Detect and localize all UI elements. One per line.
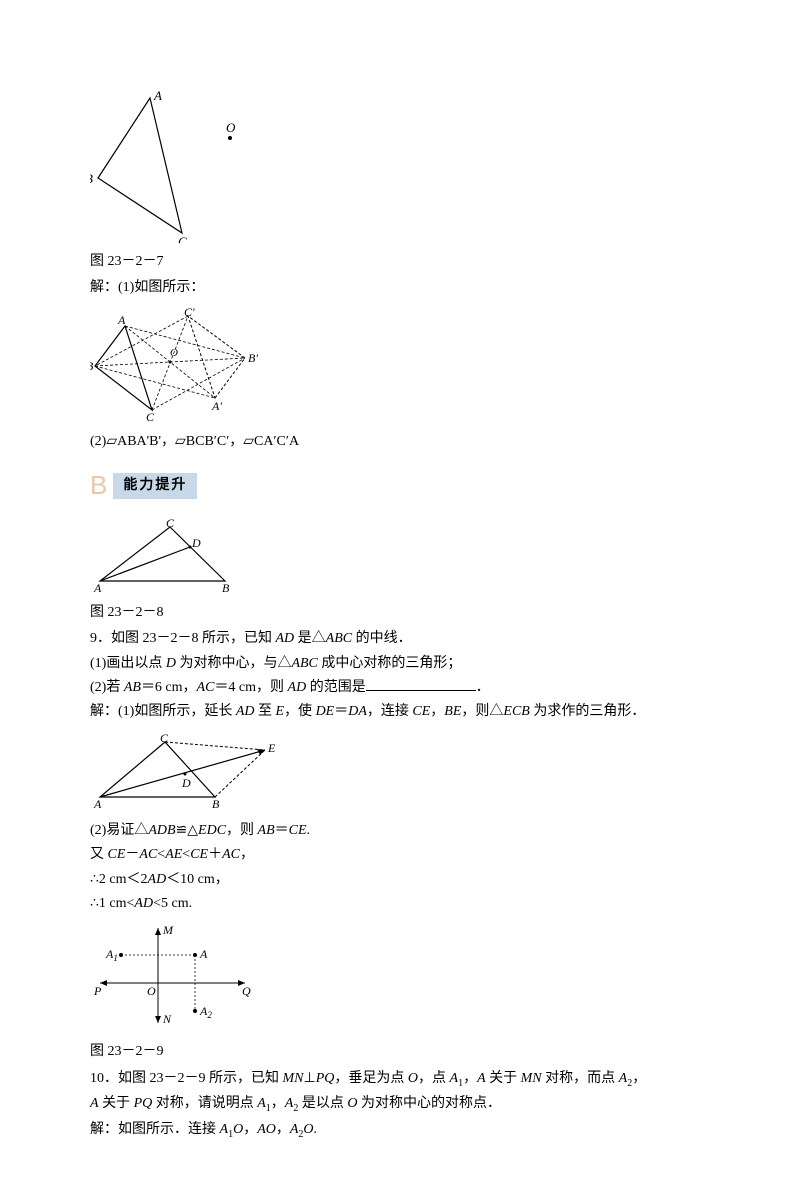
label-M: M bbox=[162, 923, 174, 937]
figure-23-2-7: A B C O bbox=[90, 88, 710, 243]
q10-sol: 解：如图所示．连接 A1O，AO，A2O. bbox=[90, 1119, 710, 1143]
caption-23-2-7: 图 23－2－7 bbox=[90, 251, 710, 273]
label-N: N bbox=[162, 1012, 172, 1026]
q10-line2: A 关于 PQ 对称，请说明点 A1，A2 是以点 O 为对称中心的对称点． bbox=[90, 1093, 710, 1117]
banner-text: 能力提升 bbox=[113, 473, 197, 499]
label-Bp: B' bbox=[248, 351, 258, 365]
q9-p1: (1)画出以点 D 为对称中心，与△ABC 成中心对称的三角形； bbox=[90, 653, 710, 675]
label-A1: A1 bbox=[105, 947, 118, 963]
banner-b-icon: B bbox=[90, 465, 107, 507]
q9-sol2-l3: ∴2 cm＜2AD＜10 cm， bbox=[90, 869, 710, 891]
label-Cp: C' bbox=[184, 308, 195, 319]
label-A: A bbox=[153, 88, 162, 103]
solution-1-part2: (2)▱ABA'B'，▱BCB′C′，▱CA′C′A bbox=[90, 431, 710, 453]
q10-stem1: 如图 23－2－9 所示，已知 MN⊥PQ，垂足为点 O，点 A1，A 关于 M… bbox=[118, 1071, 646, 1086]
q10-line1: 10．如图 23－2－9 所示，已知 MN⊥PQ，垂足为点 O，点 A1，A 关… bbox=[90, 1068, 710, 1092]
label-Ap: A' bbox=[211, 399, 222, 413]
label-B: B bbox=[90, 171, 93, 186]
figure-rotated-triangle: A B C A' B' C' O bbox=[90, 308, 710, 423]
figure-23-2-9: M N P Q O A A1 A2 bbox=[90, 923, 710, 1033]
caption-23-2-9: 图 23－2－9 bbox=[90, 1041, 710, 1063]
q9-p2: (2)若 AB＝6 cm，AC＝4 cm，则 AD 的范围是 ． bbox=[90, 677, 710, 699]
q9-text: 如图 23－2－8 所示，已知 AD 是△ABC 的中线． bbox=[111, 631, 412, 646]
ability-banner: B 能力提升 bbox=[90, 465, 710, 507]
label-O: O bbox=[170, 347, 178, 359]
q9-sol2-l4: ∴1 cm<AD<5 cm. bbox=[90, 893, 710, 915]
caption-23-2-8: 图 23－2－8 bbox=[90, 602, 710, 624]
q9-p2-post: ． bbox=[476, 680, 490, 695]
label-A2: A2 bbox=[199, 1004, 212, 1020]
label-O: O bbox=[226, 120, 236, 135]
blank-fill[interactable] bbox=[366, 677, 476, 691]
q9-sol2-l1: (2)易证△ADB≌△EDC，则 AB＝CE. bbox=[90, 820, 710, 842]
label-B: B bbox=[90, 359, 94, 373]
label-O: O bbox=[147, 984, 156, 998]
label-E: E bbox=[267, 741, 276, 755]
label-D: D bbox=[181, 776, 191, 790]
q9-sol2-l2: 又 CE－AC<AE<CE＋AC， bbox=[90, 844, 710, 866]
q9-sol-intro: 解：(1)如图所示，延长 AD 至 E，使 DE＝DA，连接 CE，BE，则△E… bbox=[90, 701, 710, 723]
label-B: B bbox=[222, 581, 230, 594]
label-C: C bbox=[146, 410, 155, 423]
label-A: A bbox=[117, 313, 126, 327]
label-D: D bbox=[191, 536, 201, 550]
q9-stem: 9．如图 23－2－8 所示，已知 AD 是△ABC 的中线． bbox=[90, 628, 710, 650]
label-C: C bbox=[160, 732, 169, 745]
q9-p2-pre: (2)若 AB＝6 cm，AC＝4 cm，则 AD 的范围是 bbox=[90, 680, 366, 695]
label-P: P bbox=[93, 984, 102, 998]
label-B: B bbox=[212, 797, 220, 811]
label-A: A bbox=[93, 797, 102, 811]
figure-23-2-8: A B C D bbox=[90, 519, 710, 594]
label-C: C bbox=[178, 234, 187, 243]
label-C: C bbox=[166, 519, 175, 530]
label-A: A bbox=[199, 947, 208, 961]
q10-num: 10． bbox=[90, 1071, 118, 1086]
q9-num: 9． bbox=[90, 631, 111, 646]
label-Q: Q bbox=[242, 984, 251, 998]
solution-1-intro: 解：(1)如图所示： bbox=[90, 277, 710, 299]
figure-q9-solution: A B C D E bbox=[90, 732, 710, 812]
label-A: A bbox=[93, 581, 102, 594]
